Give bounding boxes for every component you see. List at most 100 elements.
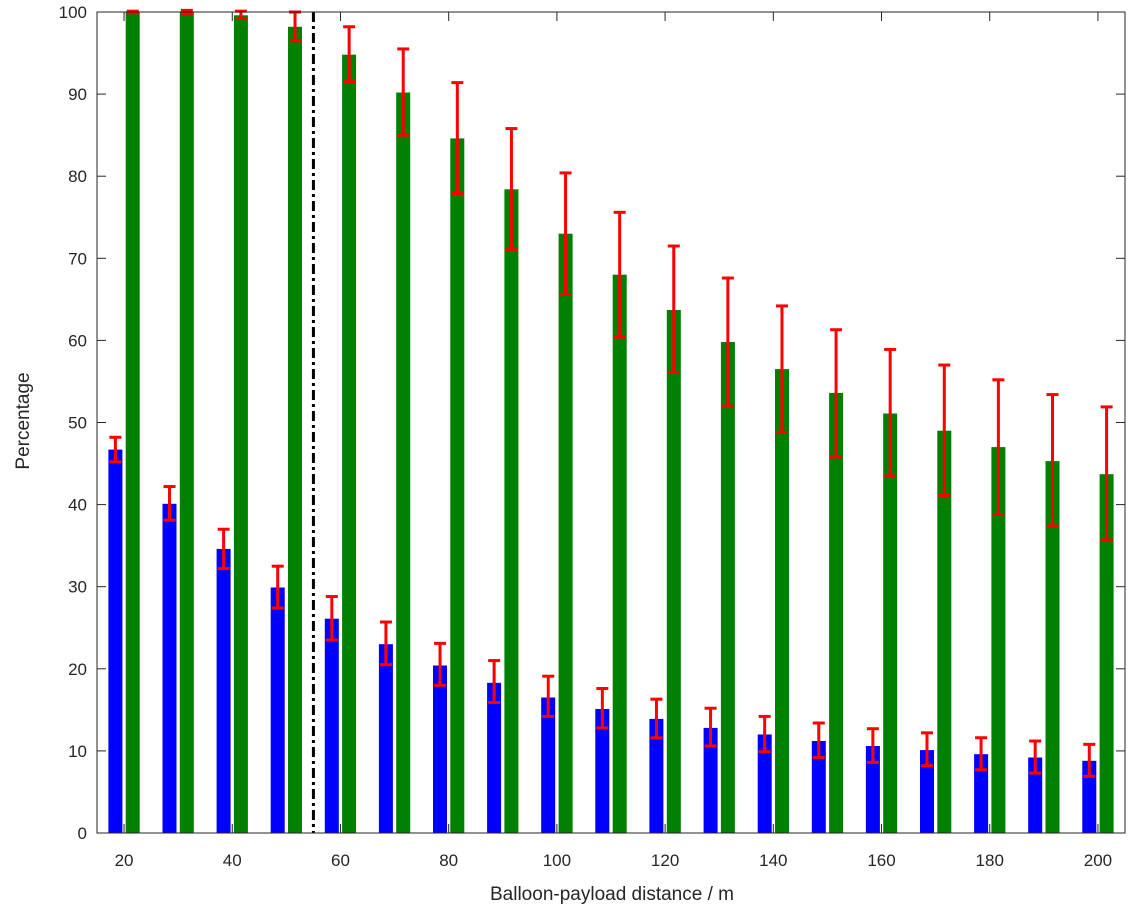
error-bar-s2-x160 [884,347,897,478]
error-bar-s2-x100 [559,171,572,296]
bar-s2-x130 [720,342,735,833]
y-tick-label-60: 60 [68,331,87,350]
error-bar-s1-x40 [217,527,230,571]
error-bar-s2-x60 [343,25,356,84]
bar-s2-x30 [179,12,194,833]
bar-s2-x150 [829,392,844,833]
error-bar-s1-x170 [920,731,933,768]
y-tick-label-80: 80 [68,167,87,186]
x-tick-label-180: 180 [976,851,1004,870]
bar-s2-x170 [937,430,952,833]
bars-layer [108,12,1114,834]
error-bar-s1-x90 [488,659,501,704]
bar-s2-x50 [288,26,302,834]
error-bar-s2-x200 [1100,405,1113,542]
error-bar-s1-x60 [325,595,338,642]
error-bar-s1-x70 [379,620,392,667]
error-bars-layer [109,8,1113,778]
y-tick-label-0: 0 [78,824,87,843]
error-bar-s2-x170 [938,363,951,498]
bar-s1-x140 [757,734,772,833]
x-tick-label-60: 60 [331,851,350,870]
bar-s1-x130 [703,727,718,833]
bar-s2-x100 [558,233,573,833]
error-bar-s2-x130 [721,276,734,408]
bar-s1-x100 [541,697,556,833]
x-tick-label-20: 20 [115,851,134,870]
bar-s1-x120 [649,718,664,833]
error-bar-s1-x20 [109,435,122,464]
bar-s2-x110 [612,274,627,833]
tick-labels-layer: 20 40 60 80 100 120 140 160 180 200 0 10 20 30 40 50 60 7… [59,3,1113,870]
error-bar-s1-x100 [542,674,555,718]
bar-s1-x180 [974,754,989,833]
error-bar-s1-x190 [1029,739,1042,775]
x-tick-label-40: 40 [223,851,242,870]
y-tick-label-20: 20 [68,660,87,679]
bar-s2-x20 [125,12,140,833]
bar-s1-x170 [920,750,934,833]
error-bar-s1-x50 [271,564,284,610]
x-tick-label-120: 120 [651,851,679,870]
y-tick-label-90: 90 [68,85,87,104]
error-bar-s2-x150 [830,328,843,459]
bar-s1-x90 [487,682,502,833]
x-tick-label-100: 100 [543,851,571,870]
y-tick-label-100: 100 [59,3,87,22]
x-tick-label-80: 80 [439,851,458,870]
bar-s2-x80 [450,138,465,833]
error-bar-s1-x140 [758,714,771,754]
bar-s2-x180 [991,447,1006,833]
axes-layer [96,11,1126,834]
plot-frame [96,11,1126,834]
bar-s1-x30 [162,503,177,833]
error-bar-s1-x130 [704,706,717,748]
x-axis-title: Balloon-payload distance / m [490,884,734,905]
error-bar-s2-x140 [775,304,788,434]
bar-s2-x160 [883,413,898,833]
error-bar-s2-x190 [1046,393,1059,528]
error-bar-s1-x120 [650,697,663,740]
bar-s2-x120 [666,310,681,833]
bar-s1-x110 [595,709,610,833]
bar-s2-x90 [504,189,519,834]
bar-s2-x200 [1099,474,1114,833]
error-bar-s1-x30 [163,485,176,522]
bar-s2-x70 [396,92,411,833]
error-bar-s1-x160 [866,727,879,764]
bar-s1-x200 [1082,760,1097,833]
y-tick-label-70: 70 [68,249,87,268]
error-bar-s2-x110 [613,210,626,339]
error-bar-s2-x120 [667,244,680,374]
bar-s1-x50 [270,587,285,833]
error-bar-s2-x90 [505,127,518,251]
bar-s2-x140 [775,369,789,833]
bar-s2-x60 [342,54,357,833]
y-tick-label-50: 50 [68,414,87,433]
bar-s2-x40 [233,15,248,834]
x-tick-label-160: 160 [867,851,895,870]
x-tick-label-140: 140 [759,851,787,870]
bar-s1-x20 [108,449,123,833]
bar-s2-x190 [1045,461,1060,833]
error-bar-s1-x80 [434,641,447,687]
bar-s1-x60 [324,618,339,833]
error-bar-s2-x70 [397,47,410,137]
bar-s1-x40 [216,548,231,833]
y-tick-label-30: 30 [68,578,87,597]
x-tick-label-200: 200 [1084,851,1112,870]
bar-s1-x80 [433,665,447,833]
error-bar-s1-x110 [596,687,609,730]
y-tick-label-10: 10 [68,742,87,761]
bar-s1-x70 [378,644,393,833]
error-bar-s2-x180 [992,378,1005,516]
error-bar-s2-x80 [451,81,464,195]
error-bar-s1-x150 [812,721,825,759]
error-bar-s1-x180 [975,736,988,772]
bar-s1-x160 [865,746,880,833]
y-tick-label-40: 40 [68,496,87,515]
error-bar-s1-x200 [1083,742,1096,778]
bar-s1-x150 [811,741,826,833]
y-axis-title: Percentage [13,372,34,469]
